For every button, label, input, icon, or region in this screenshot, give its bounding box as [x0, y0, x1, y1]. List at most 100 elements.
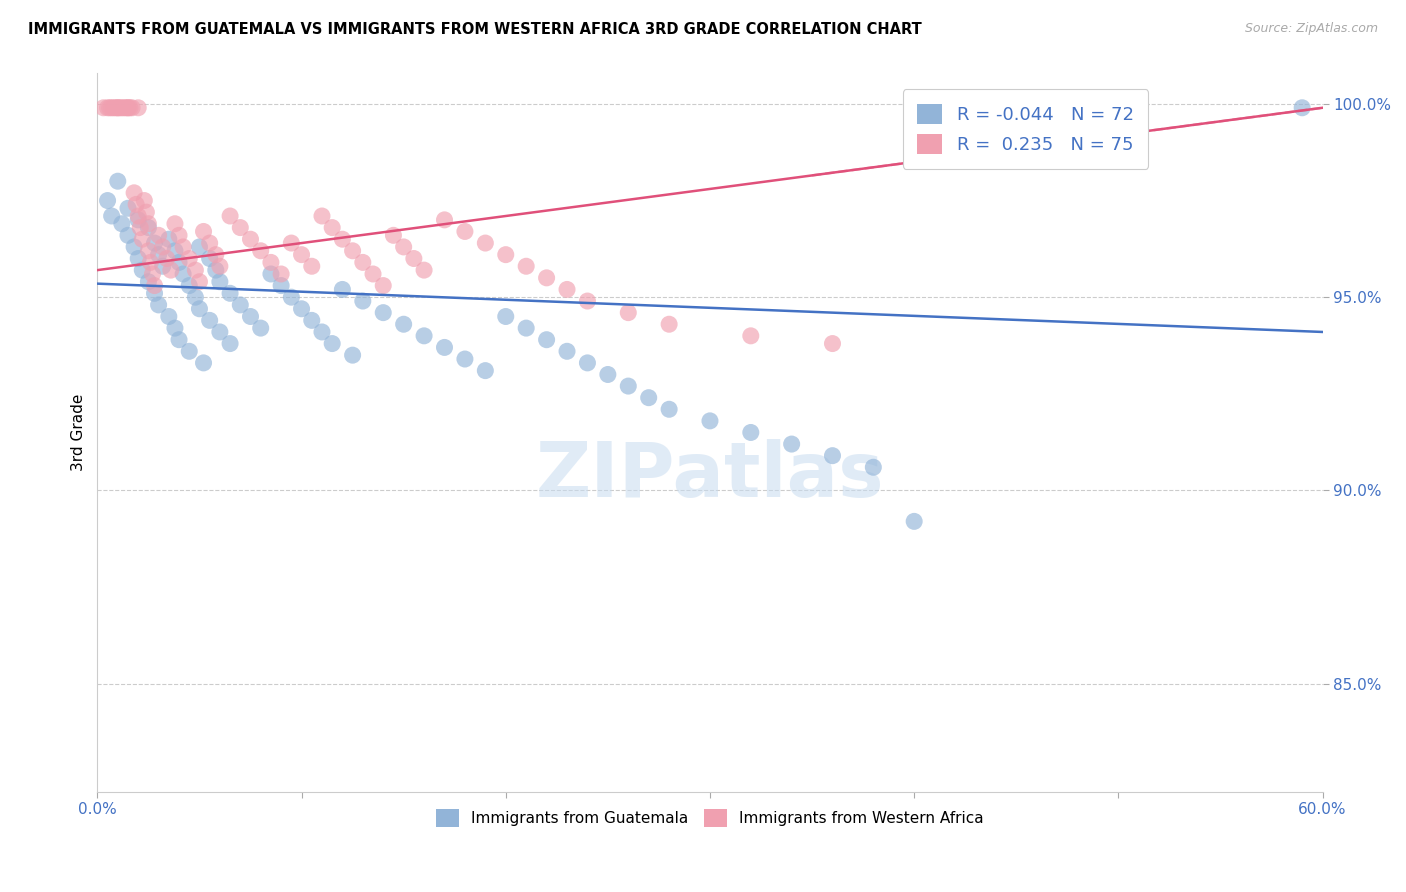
Point — [229, 298, 252, 312]
Point — [311, 325, 333, 339]
Point — [198, 252, 221, 266]
Point — [139, 255, 162, 269]
Point — [184, 290, 207, 304]
Point — [321, 220, 343, 235]
Point — [301, 259, 323, 273]
Point — [184, 263, 207, 277]
Point — [740, 425, 762, 440]
Point — [402, 252, 425, 266]
Point — [239, 232, 262, 246]
Point — [131, 263, 153, 277]
Point — [515, 259, 537, 273]
Point — [260, 255, 283, 269]
Point — [862, 460, 884, 475]
Point — [280, 235, 302, 250]
Point — [413, 328, 436, 343]
Point — [157, 310, 180, 324]
Point — [148, 247, 170, 261]
Point — [148, 228, 170, 243]
Point — [127, 209, 149, 223]
Point — [219, 336, 242, 351]
Point — [198, 235, 221, 250]
Point — [249, 321, 271, 335]
Point — [208, 275, 231, 289]
Point — [121, 101, 143, 115]
Point — [103, 101, 125, 115]
Point — [117, 228, 139, 243]
Point — [219, 286, 242, 301]
Point — [658, 317, 681, 331]
Point — [193, 356, 215, 370]
Point — [413, 263, 436, 277]
Point — [290, 301, 312, 316]
Point — [107, 101, 129, 115]
Point — [134, 194, 156, 208]
Point — [332, 232, 354, 246]
Point — [179, 344, 201, 359]
Point — [658, 402, 681, 417]
Point — [127, 252, 149, 266]
Point — [179, 278, 201, 293]
Text: IMMIGRANTS FROM GUATEMALA VS IMMIGRANTS FROM WESTERN AFRICA 3RD GRADE CORRELATIO: IMMIGRANTS FROM GUATEMALA VS IMMIGRANTS … — [28, 22, 922, 37]
Point — [342, 348, 364, 362]
Point — [127, 101, 149, 115]
Point — [148, 298, 170, 312]
Point — [112, 101, 135, 115]
Point — [637, 391, 659, 405]
Point — [392, 240, 415, 254]
Point — [361, 267, 384, 281]
Point — [515, 321, 537, 335]
Point — [280, 290, 302, 304]
Point — [576, 356, 599, 370]
Point — [193, 224, 215, 238]
Point — [163, 244, 186, 258]
Point — [903, 515, 925, 529]
Point — [536, 270, 558, 285]
Point — [188, 275, 211, 289]
Point — [131, 232, 153, 246]
Point — [98, 101, 121, 115]
Point — [117, 101, 139, 115]
Point — [495, 247, 517, 261]
Point — [138, 217, 160, 231]
Point — [555, 344, 578, 359]
Point — [138, 244, 160, 258]
Point — [373, 305, 395, 319]
Point — [111, 101, 134, 115]
Point — [780, 437, 803, 451]
Point — [311, 209, 333, 223]
Point — [135, 205, 157, 219]
Point — [290, 247, 312, 261]
Point — [740, 328, 762, 343]
Point — [157, 232, 180, 246]
Point — [100, 209, 122, 223]
Point — [352, 255, 374, 269]
Point — [239, 310, 262, 324]
Point — [138, 220, 160, 235]
Point — [111, 217, 134, 231]
Point — [97, 101, 120, 115]
Point — [198, 313, 221, 327]
Point — [129, 220, 152, 235]
Point — [332, 282, 354, 296]
Point — [188, 240, 211, 254]
Y-axis label: 3rd Grade: 3rd Grade — [72, 393, 86, 471]
Point — [433, 212, 456, 227]
Point — [249, 244, 271, 258]
Point — [117, 101, 139, 115]
Point — [138, 275, 160, 289]
Point — [382, 228, 405, 243]
Point — [699, 414, 721, 428]
Point — [160, 263, 183, 277]
Point — [115, 101, 138, 115]
Point — [474, 235, 496, 250]
Point — [301, 313, 323, 327]
Point — [204, 263, 226, 277]
Point — [100, 101, 122, 115]
Point — [127, 212, 149, 227]
Point — [188, 301, 211, 316]
Legend: Immigrants from Guatemala, Immigrants from Western Africa: Immigrants from Guatemala, Immigrants fr… — [429, 802, 991, 835]
Point — [555, 282, 578, 296]
Text: Source: ZipAtlas.com: Source: ZipAtlas.com — [1244, 22, 1378, 36]
Point — [219, 209, 242, 223]
